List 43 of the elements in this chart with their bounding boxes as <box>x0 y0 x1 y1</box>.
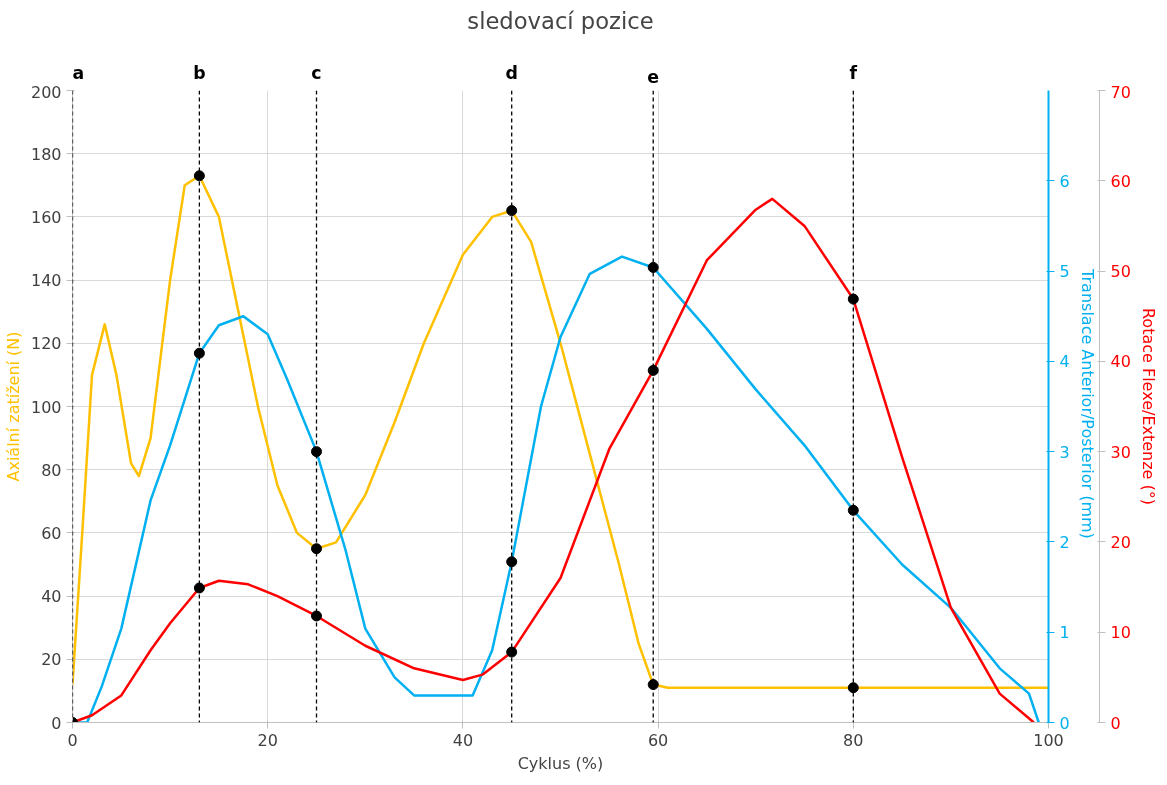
y-tick-label: 160 <box>30 207 62 227</box>
y3-tick-label: 70 <box>1110 82 1131 102</box>
y-tick-label: 200 <box>30 82 62 102</box>
y2-tick-label: 4 <box>1059 352 1070 372</box>
y-tick-label: 180 <box>30 144 62 164</box>
y-tick-label: 80 <box>41 460 62 480</box>
y-axis-title: Axiální zatížení (N) <box>3 331 23 482</box>
y-tick-label: 60 <box>41 523 62 543</box>
ref-line-label: f <box>849 63 858 84</box>
x-tick-label: 0 <box>67 730 78 750</box>
y2-axis-title: Translace Anterior/Posterior (mm) <box>1077 268 1097 539</box>
x-axis-title: Cyklus (%) <box>517 753 604 773</box>
y3-axis-title: Rotace Flexe/Extenze (°) <box>1138 307 1158 506</box>
ref-line-label: e <box>647 67 660 88</box>
y2-tick-label: 6 <box>1059 171 1070 191</box>
x-tick-label: 20 <box>257 730 278 750</box>
y2-tick-label: 1 <box>1059 623 1070 643</box>
y3-tick-label: 40 <box>1110 352 1131 372</box>
ref-line-label: c <box>311 63 322 84</box>
y2-tick-label: 0 <box>1059 713 1070 733</box>
y2-tick-label: 3 <box>1059 442 1070 462</box>
y3-tick-label: 60 <box>1110 171 1131 191</box>
x-tick-label: 40 <box>452 730 474 750</box>
y3-tick-label: 50 <box>1110 262 1131 282</box>
y-tick-label: 140 <box>30 271 62 291</box>
ref-line-label: a <box>72 63 85 84</box>
y3-tick-label: 0 <box>1110 713 1121 733</box>
y-tick-label: 120 <box>30 334 62 354</box>
y2-tick-label: 2 <box>1059 532 1070 552</box>
y-tick-label: 100 <box>30 397 62 417</box>
x-tick-label: 100 <box>1033 730 1064 750</box>
y3-tick-label: 20 <box>1110 532 1131 552</box>
y3-tick-label: 30 <box>1110 442 1131 462</box>
ref-line-label: b <box>193 63 206 84</box>
y-tick-label: 20 <box>41 650 62 670</box>
chart-title: sledovací pozice <box>467 7 654 34</box>
y-tick-label: 40 <box>41 587 62 607</box>
x-tick-label: 60 <box>647 730 669 750</box>
y2-tick-label: 5 <box>1059 262 1070 282</box>
ref-line-label: d <box>505 63 518 84</box>
y-tick-label: 0 <box>51 713 62 733</box>
x-tick-label: 80 <box>843 730 864 750</box>
y3-tick-label: 10 <box>1110 623 1131 643</box>
